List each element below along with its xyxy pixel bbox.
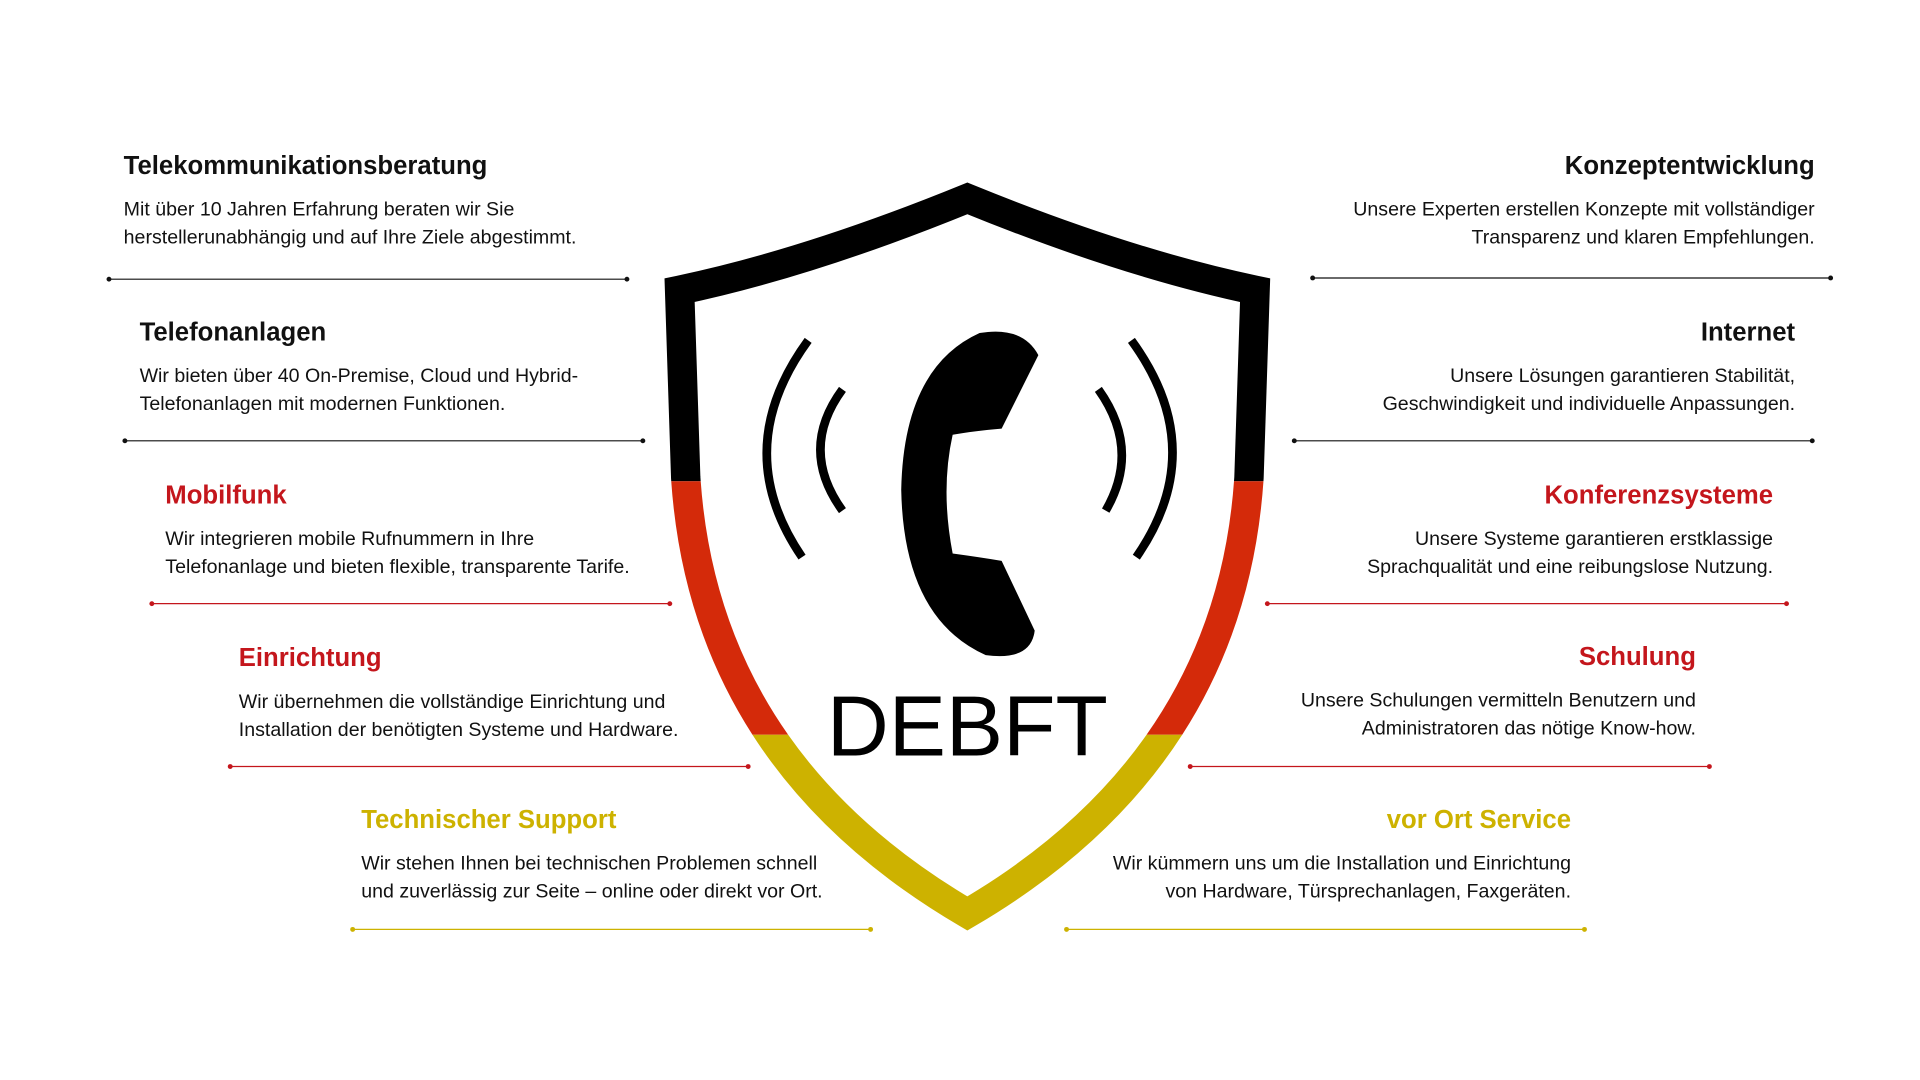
divider-dot — [106, 276, 112, 282]
divider-dot — [1582, 926, 1587, 932]
service-item: Konzeptentwicklung Unsere Experten erstel… — [1310, 152, 1834, 281]
service-description: Geschwindigkeit und individuelle Anpassu… — [1383, 393, 1796, 415]
service-item: Schulung Unsere Schulungen vermitteln Ben… — [1187, 643, 1712, 769]
divider-dot — [1064, 926, 1069, 932]
service-item: Einrichtung Wir übernehmen die vollständi… — [227, 644, 751, 769]
service-item: vor Ort Service Wir kümmern uns um die In… — [1064, 806, 1587, 932]
service-title: Internet — [1701, 318, 1796, 346]
divider-dot — [1291, 438, 1297, 444]
divider-dot — [868, 926, 874, 932]
divider-dot — [667, 601, 673, 607]
divider-dot — [1784, 601, 1789, 607]
divider-dot — [640, 438, 646, 444]
shield — [664, 182, 1271, 931]
divider-dot — [1264, 601, 1270, 607]
divider-dot — [227, 764, 233, 769]
service-description: Transparenz und klaren Empfehlungen. — [1471, 227, 1814, 249]
service-title: Konferenzsysteme — [1544, 481, 1773, 509]
service-list: Telekommunikationsberatung Mit über 10 Ja… — [106, 152, 1834, 932]
service-description: Mit über 10 Jahren Erfahrung beraten wir… — [124, 199, 515, 221]
service-description: Wir bieten über 40 On-Premise, Cloud und… — [140, 365, 579, 387]
divider-dot — [1310, 275, 1316, 281]
service-item: Telekommunikationsberatung Mit über 10 Ja… — [106, 152, 630, 282]
divider-dot — [149, 601, 155, 607]
service-description: Wir kümmern uns um die Installation und … — [1113, 852, 1571, 874]
logo-text: DEBFT — [827, 679, 1108, 775]
service-description: von Hardware, Türsprechanlagen, Faxgerät… — [1165, 881, 1571, 903]
service-description: Unsere Systeme garantieren erstklassige — [1415, 528, 1773, 550]
service-title: Schulung — [1579, 643, 1696, 671]
service-title: Telefonanlagen — [140, 318, 327, 346]
divider-dot — [745, 764, 751, 769]
service-description: Telefonanlage und bieten flexible, trans… — [165, 556, 629, 578]
service-title: Telekommunikationsberatung — [124, 152, 488, 180]
phone-icon — [901, 331, 1039, 657]
divider-dot — [122, 438, 128, 444]
service-description: Sprachqualität und eine reibungslose Nut… — [1367, 556, 1773, 578]
service-description: Unsere Schulungen vermitteln Benutzern u… — [1301, 690, 1696, 712]
service-description: Telefonanlagen mit modernen Funktionen. — [140, 393, 506, 415]
service-description: Administratoren das nötige Know-how. — [1362, 718, 1696, 740]
divider-dot — [350, 926, 356, 932]
divider-dot — [1706, 764, 1712, 769]
service-item: Telefonanlagen Wir bieten über 40 On-Prem… — [122, 318, 646, 444]
service-title: Konzeptentwicklung — [1565, 152, 1815, 180]
service-description: herstellerunabhängig und auf Ihre Ziele … — [124, 227, 577, 249]
service-item: Internet Unsere Lösungen garantieren Stab… — [1291, 318, 1815, 444]
divider-dot — [1828, 275, 1834, 281]
service-description: Unsere Lösungen garantieren Stabilität, — [1450, 365, 1795, 387]
service-description: Wir übernehmen die vollständige Einricht… — [239, 691, 666, 713]
service-title: vor Ort Service — [1387, 806, 1571, 834]
divider-dot — [1187, 764, 1193, 769]
divider-dot — [1809, 438, 1815, 444]
service-description: Wir stehen Ihnen bei technischen Problem… — [361, 852, 817, 874]
service-description: Wir integrieren mobile Rufnummern in Ihr… — [165, 528, 534, 550]
service-title: Mobilfunk — [165, 481, 287, 509]
service-description: Installation der benötigten Systeme und … — [239, 719, 679, 741]
service-description: Unsere Experten erstellen Konzepte mit v… — [1353, 199, 1815, 221]
service-title: Einrichtung — [239, 644, 382, 672]
signal-waves — [762, 337, 1177, 560]
divider-dot — [624, 276, 630, 282]
service-item: Konferenzsysteme Unsere Systeme garantier… — [1264, 481, 1789, 607]
service-item: Technischer Support Wir stehen Ihnen bei … — [350, 806, 874, 932]
service-item: Mobilfunk Wir integrieren mobile Rufnumme… — [149, 481, 673, 607]
service-title: Technischer Support — [361, 806, 617, 834]
service-description: und zuverlässig zur Seite – online oder … — [361, 881, 822, 903]
